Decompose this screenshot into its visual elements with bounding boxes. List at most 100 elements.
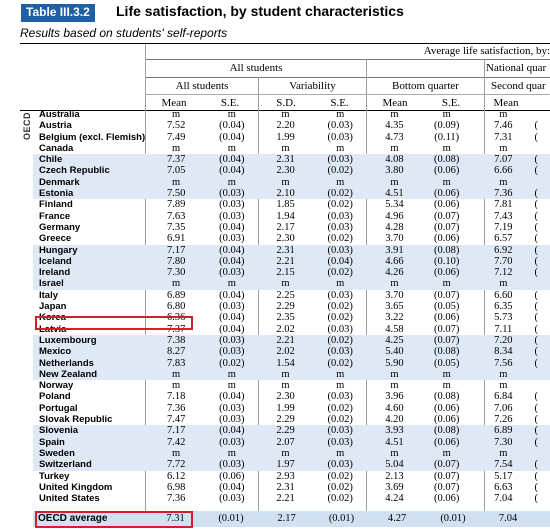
table-cell: (0.04) bbox=[205, 165, 259, 177]
table-cell: (0.02) bbox=[327, 199, 353, 211]
avg-bottom-se: (0.01) bbox=[440, 513, 466, 524]
table-cell: (0.03) bbox=[219, 414, 245, 426]
table-cell-clipped bbox=[534, 109, 550, 120]
table-cell: (0.06) bbox=[434, 199, 460, 211]
table-cell: (0.03) bbox=[327, 131, 353, 143]
table-cell: (0.02) bbox=[312, 334, 368, 347]
table-cell: 2.29 bbox=[276, 301, 295, 313]
table-cell: 7.70 bbox=[472, 255, 535, 268]
table-cell: (0.03) bbox=[312, 154, 368, 166]
table-cell: (0.03) bbox=[205, 346, 259, 358]
table-cell: (0.04) bbox=[219, 312, 245, 324]
table-cell: (0.09) bbox=[434, 120, 460, 132]
table-cell: m bbox=[227, 380, 236, 392]
table-cell: m bbox=[258, 368, 313, 381]
country-name: Australia bbox=[39, 109, 80, 120]
table-cell: 7.31 bbox=[494, 131, 513, 143]
table-cell: 1.99 bbox=[276, 131, 295, 143]
table-cell-clipped: ( bbox=[534, 289, 538, 301]
table-cell: (0.02) bbox=[205, 357, 259, 369]
table-cell: 7.30 bbox=[146, 267, 206, 279]
table-cell-clipped: ( bbox=[534, 391, 538, 403]
table-cell: 2.21 bbox=[258, 334, 313, 347]
table-cell: (0.03) bbox=[219, 493, 245, 505]
table-cell: 7.83 bbox=[146, 357, 206, 369]
table-cell-clipped: ( bbox=[534, 346, 550, 358]
table-cell: 7.38 bbox=[146, 334, 206, 347]
table-cell-clipped: ( bbox=[534, 402, 538, 414]
table-cell: 6.57 bbox=[494, 233, 513, 245]
table-cell: 7.43 bbox=[494, 210, 513, 222]
table-cell: 6.80 bbox=[166, 301, 186, 313]
table-cell: 6.89 bbox=[166, 289, 186, 301]
table-cell: 2.30 bbox=[258, 165, 313, 177]
table-cell: 7.81 bbox=[494, 199, 513, 211]
table-cell: m bbox=[312, 368, 368, 381]
table-cell: (0.06) bbox=[421, 188, 473, 200]
table-row: Iceland 7.80 (0.04) 2.21 (0.04) 4.66 (0.10) 7.7… bbox=[33, 255, 550, 268]
table-cell: 7.52 bbox=[166, 120, 186, 132]
country-name: Spain bbox=[33, 436, 147, 448]
table-cell: (0.06) bbox=[421, 267, 473, 279]
table-cell: (0.03) bbox=[205, 188, 259, 200]
country-name: Luxembourg bbox=[33, 334, 147, 347]
table-row: United Kingdom 6.98 (0.04) 2.31 (0.02) 3.69 (0… bbox=[33, 482, 550, 493]
table-cell: m bbox=[499, 109, 508, 120]
table-cell: 4.24 bbox=[385, 493, 404, 505]
table-cell: (0.07) bbox=[434, 323, 460, 335]
table-cell: 5.90 bbox=[367, 357, 422, 369]
national-quarter-header: National quar bbox=[486, 62, 547, 74]
country-name: Switzerland bbox=[33, 459, 147, 471]
country-name: Hungary bbox=[33, 244, 147, 256]
country-name: Estonia bbox=[33, 188, 147, 200]
table-cell: (0.08) bbox=[421, 154, 473, 166]
table-cell: 7.36 bbox=[166, 493, 186, 505]
table-cell: m bbox=[281, 109, 290, 120]
table-cell: m bbox=[312, 278, 368, 290]
table-cell: m bbox=[499, 380, 508, 392]
table-cell: 2.21 bbox=[258, 255, 313, 268]
table-cell: 6.66 bbox=[472, 165, 535, 177]
table-row: Hungary 7.17 (0.04) 2.31 (0.03) 3.91 (0.08) 6.9… bbox=[33, 244, 550, 256]
country-name: Ireland bbox=[33, 267, 147, 279]
table-cell: 7.11 bbox=[494, 323, 513, 335]
table-cell: m bbox=[146, 447, 206, 460]
table-cell: 7.17 bbox=[146, 425, 206, 437]
country-name: Slovenia bbox=[33, 425, 147, 437]
table-row: Finland 7.89 (0.03) 1.85 (0.02) 5.34 (0.06) 7.8… bbox=[33, 199, 550, 210]
table-cell: 7.35 bbox=[166, 221, 186, 233]
table-cell: (0.10) bbox=[421, 255, 473, 268]
table-cell: 4.20 bbox=[385, 414, 404, 426]
table-cell: (0.07) bbox=[421, 459, 473, 471]
table-cell: 3.91 bbox=[367, 244, 422, 256]
table-cell: (0.05) bbox=[421, 357, 473, 369]
table-cell-clipped: ( bbox=[534, 425, 550, 437]
table-row: Mexico 8.27 (0.03) 2.02 (0.03) 5.40 (0.08) 8.34… bbox=[33, 346, 550, 358]
country-name: Israel bbox=[33, 278, 147, 290]
table-cell: 7.04 bbox=[494, 493, 513, 505]
table-cell: 4.25 bbox=[367, 334, 422, 347]
table-cell: 3.70 bbox=[385, 289, 404, 301]
avg-mean: 7.31 bbox=[166, 513, 185, 524]
table-cell: 4.51 bbox=[367, 436, 422, 448]
table-cell: 8.27 bbox=[146, 346, 206, 358]
variability-header: Variability bbox=[289, 80, 336, 92]
table-cell: 2.29 bbox=[276, 414, 295, 426]
table-cell: (0.08) bbox=[434, 391, 460, 403]
table-cell: m bbox=[281, 142, 290, 154]
table-cell: (0.03) bbox=[327, 391, 353, 403]
table-cell: (0.04) bbox=[312, 255, 368, 268]
table-cell: 4.96 bbox=[385, 210, 404, 222]
table-cell: (0.06) bbox=[434, 233, 460, 245]
table-cell: 1.54 bbox=[258, 357, 313, 369]
avg-sd-se: (0.01) bbox=[328, 513, 355, 524]
table-cell: 7.12 bbox=[472, 267, 535, 279]
country-name: United Kingdom bbox=[39, 481, 113, 493]
country-name: Czech Republic bbox=[33, 165, 147, 177]
table-cell: (0.03) bbox=[312, 346, 368, 358]
table-cell: 2.10 bbox=[258, 188, 313, 200]
table-cell: 2.31 bbox=[258, 244, 313, 256]
table-cell: (0.11) bbox=[434, 131, 460, 143]
table-cell-clipped: ( bbox=[534, 323, 538, 335]
table-cell: 2.15 bbox=[258, 267, 313, 279]
